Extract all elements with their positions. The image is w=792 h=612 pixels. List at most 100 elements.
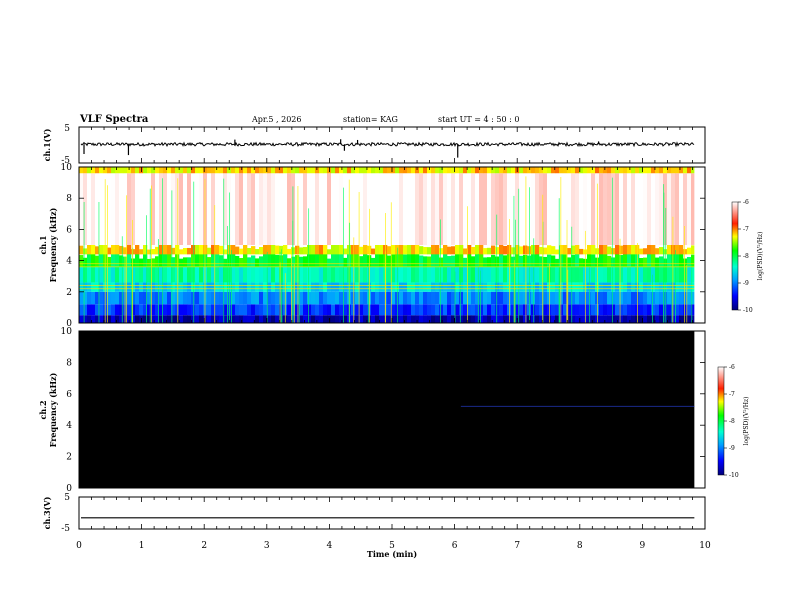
spectrogram-cell xyxy=(295,291,300,305)
spectrogram-cell xyxy=(411,244,416,255)
spectrogram-cell xyxy=(587,304,592,316)
spectrogram-cell xyxy=(663,249,668,255)
ch1-spectrogram-image xyxy=(79,167,705,323)
spectrogram-cell xyxy=(371,248,376,255)
spectrogram-cell xyxy=(515,304,520,316)
spectrogram-cell xyxy=(479,266,484,283)
spectrogram-cell xyxy=(107,291,112,305)
spectrogram-cell xyxy=(479,282,484,292)
spectrogram-cell xyxy=(443,241,448,255)
spectrogram-cell xyxy=(167,282,172,292)
spectrogram-cell xyxy=(175,243,180,255)
spectrogram-cell xyxy=(387,255,392,267)
spectrogram-cell xyxy=(183,167,188,174)
spectrogram-cell xyxy=(563,315,568,323)
spectrogram-cell xyxy=(511,304,516,316)
spectrogram-cell xyxy=(139,258,144,267)
spectrogram-cell xyxy=(619,245,624,255)
spectrogram-cell xyxy=(487,247,492,255)
spectrogram-cell xyxy=(443,266,448,283)
spectrogram-cell xyxy=(183,173,188,245)
spectrogram-cell xyxy=(331,266,336,283)
spectrogram-cell xyxy=(83,266,88,283)
spectrogram-cell xyxy=(159,282,164,292)
spectrogram-cell xyxy=(651,304,656,316)
spectrogram-cell xyxy=(647,242,652,255)
spectrogram-cell xyxy=(659,256,664,267)
spectrogram-cell xyxy=(271,173,276,245)
spectrogram-cell xyxy=(503,255,508,267)
spectrogram-cell xyxy=(471,173,476,245)
spectrogram-cell xyxy=(155,315,160,323)
spectrogram-cell xyxy=(635,173,640,245)
spectrogram-cell xyxy=(547,173,552,245)
spectrogram-cell xyxy=(339,266,344,283)
spectrogram-cell xyxy=(171,173,176,245)
spectrogram-cell xyxy=(323,315,328,323)
spectrogram-cell xyxy=(539,266,544,283)
spectrogram-cell xyxy=(143,254,148,267)
spectrogram-cell xyxy=(587,315,592,323)
spectrogram-cell xyxy=(87,315,92,323)
spectrogram-cell xyxy=(635,167,640,174)
spectrogram-cell xyxy=(243,167,248,174)
spectrogram-cell xyxy=(495,256,500,267)
y-tick-label: 2 xyxy=(66,288,72,298)
spectrogram-cell xyxy=(239,258,244,267)
spectrogram-cell xyxy=(355,249,360,267)
x-tick-label: 8 xyxy=(577,541,583,551)
spectrogram-cell xyxy=(315,173,320,245)
spectrogram-cell xyxy=(431,243,436,255)
spectrogram-cell xyxy=(351,244,356,255)
spectrogram-cell xyxy=(195,252,200,267)
spectrogram-cell xyxy=(127,266,132,283)
spectrogram-cell xyxy=(247,291,252,305)
spectrogram-cell xyxy=(207,266,212,283)
spectrogram-cell xyxy=(355,266,360,283)
spectrogram-cell xyxy=(215,315,220,323)
spectrogram-cell xyxy=(611,167,616,174)
spectrogram-cell xyxy=(127,282,132,292)
spectrogram-cell xyxy=(627,304,632,316)
spectrogram-cell xyxy=(143,167,148,174)
spectrogram-cell xyxy=(327,249,332,255)
spectrogram-cell xyxy=(503,245,508,255)
spectrogram-cell xyxy=(403,254,408,267)
spectrogram-cell xyxy=(219,167,224,174)
spectrogram-cell xyxy=(343,248,348,255)
spectrogram-cell xyxy=(239,173,244,245)
spectrogram-cell xyxy=(363,315,368,323)
spectrogram-cell xyxy=(603,173,608,245)
spectrogram-cell xyxy=(247,247,252,255)
spectrogram-cell xyxy=(491,291,496,305)
spectrogram-cell xyxy=(423,246,428,255)
spectrogram-cell xyxy=(443,282,448,292)
spectrogram-cell xyxy=(575,315,580,323)
spectrogram-cell xyxy=(267,266,272,283)
spectrogram-cell xyxy=(639,258,644,267)
spectrogram-cell xyxy=(143,266,148,283)
spectrogram-cell xyxy=(491,167,496,174)
spectrogram-cell xyxy=(475,241,480,255)
spectrogram-cell xyxy=(243,304,248,316)
spectrogram-cell xyxy=(99,315,104,323)
spectrogram-cell xyxy=(627,167,632,174)
spectrogram-cell xyxy=(627,282,632,292)
spectrogram-cell xyxy=(587,291,592,305)
spectrogram-cell xyxy=(147,282,152,292)
spectrogram-cell xyxy=(179,258,184,267)
spectrogram-cell xyxy=(603,282,608,292)
spectrogram-cell xyxy=(359,291,364,305)
spectrogram-cell xyxy=(603,266,608,283)
spectrogram-cell xyxy=(679,282,684,292)
spectrogram-cell xyxy=(235,173,240,245)
spectrogram-cell xyxy=(671,173,676,245)
spectrogram-cell xyxy=(143,282,148,292)
spectrogram-cell xyxy=(495,266,500,283)
spectrogram-cell xyxy=(459,173,464,245)
spectrogram-cell xyxy=(359,256,364,267)
spectrogram-cell xyxy=(259,247,264,255)
spectrogram-cell xyxy=(571,173,576,245)
spectrogram-cell xyxy=(119,291,124,305)
spectrogram-cell xyxy=(663,304,668,316)
